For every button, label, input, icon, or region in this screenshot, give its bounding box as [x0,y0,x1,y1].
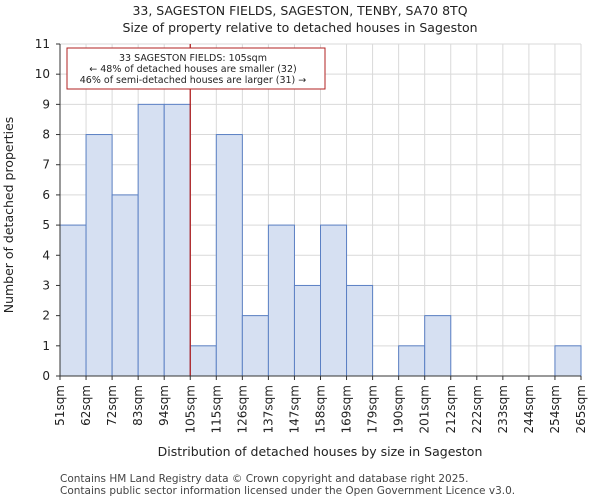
bar-115sqm [215,134,243,377]
bar-94sqm [163,103,191,377]
x-tick-label: 94sqm [157,385,171,426]
x-tick-label: 244sqm [522,385,536,433]
x-tick-label: 190sqm [392,385,406,433]
x-tick-label: 72sqm [105,385,119,426]
bar-254sqm [554,345,582,377]
annotation-line-2: ← 48% of detached houses are smaller (32… [89,64,296,75]
x-tick-label: 254sqm [548,385,562,433]
bar-105sqm [189,345,217,377]
x-tick-label: 126sqm [235,385,249,433]
bar-72sqm [111,194,139,377]
x-tick-label: 51sqm [53,385,67,426]
chart-subtitle: Size of property relative to detached ho… [122,20,477,35]
x-tick-label: 137sqm [261,385,275,433]
bar-147sqm [293,284,322,377]
x-tick-label: 233sqm [496,385,510,433]
y-tick-label: 0 [42,369,50,383]
x-tick-label: 105sqm [183,385,197,433]
bar-83sqm [137,103,165,377]
annotation-box: 33 SAGESTON FIELDS: 105sqm ← 48% of deta… [66,47,326,90]
x-tick-label: 147sqm [287,385,301,433]
y-tick-label: 6 [42,188,50,202]
bar-137sqm [267,224,295,377]
y-tick-label: 7 [42,158,50,172]
bars [59,103,582,377]
bar-169sqm [346,284,374,377]
x-tick-label: 179sqm [366,385,380,433]
y-tick-label: 11 [35,37,50,51]
footer-line-2: Contains public sector information licen… [60,485,515,497]
y-tick-label: 9 [42,97,50,111]
x-tick-labels: 51sqm 62sqm 72sqm 83sqm 94sqm 105sqm 115sqm 126… [53,376,588,433]
bar-201sqm [424,315,452,377]
y-tick-label: 10 [35,67,50,81]
y-tick-label: 1 [42,339,50,353]
x-tick-label: 265sqm [574,385,588,433]
y-tick-label: 8 [42,128,50,142]
y-tick-labels: 0 1 2 3 4 5 6 7 8 9 10 11 [35,37,60,383]
annotation-line-3: 46% of semi-detached houses are larger (… [80,75,307,86]
bar-190sqm [398,345,426,377]
bar-62sqm [85,134,113,377]
annotation-frame [66,47,326,90]
x-tick-label: 158sqm [314,385,328,433]
y-tick-label: 2 [42,309,50,323]
x-tick-label: 201sqm [418,385,432,433]
footer-line-1: Contains HM Land Registry data © Crown c… [60,473,468,485]
annotation-line-1: 33 SAGESTON FIELDS: 105sqm [119,53,267,64]
x-tick-label: 169sqm [340,385,354,433]
x-tick-label: 83sqm [131,385,145,426]
y-axis-label: Number of detached properties [1,117,16,314]
x-tick-label: 212sqm [444,385,458,433]
bar-51sqm [59,224,87,377]
chart-title: 33, SAGESTON FIELDS, SAGESTON, TENBY, SA… [132,3,467,18]
y-tick-label: 4 [42,248,50,262]
x-tick-label: 62sqm [79,385,93,426]
bar-126sqm [241,315,269,377]
bar-158sqm [320,224,348,377]
x-tick-label: 222sqm [470,385,484,433]
x-tick-label: 115sqm [209,385,223,433]
y-tick-label: 3 [42,278,50,292]
y-tick-label: 5 [42,218,50,232]
x-axis-label: Distribution of detached houses by size … [158,444,483,459]
